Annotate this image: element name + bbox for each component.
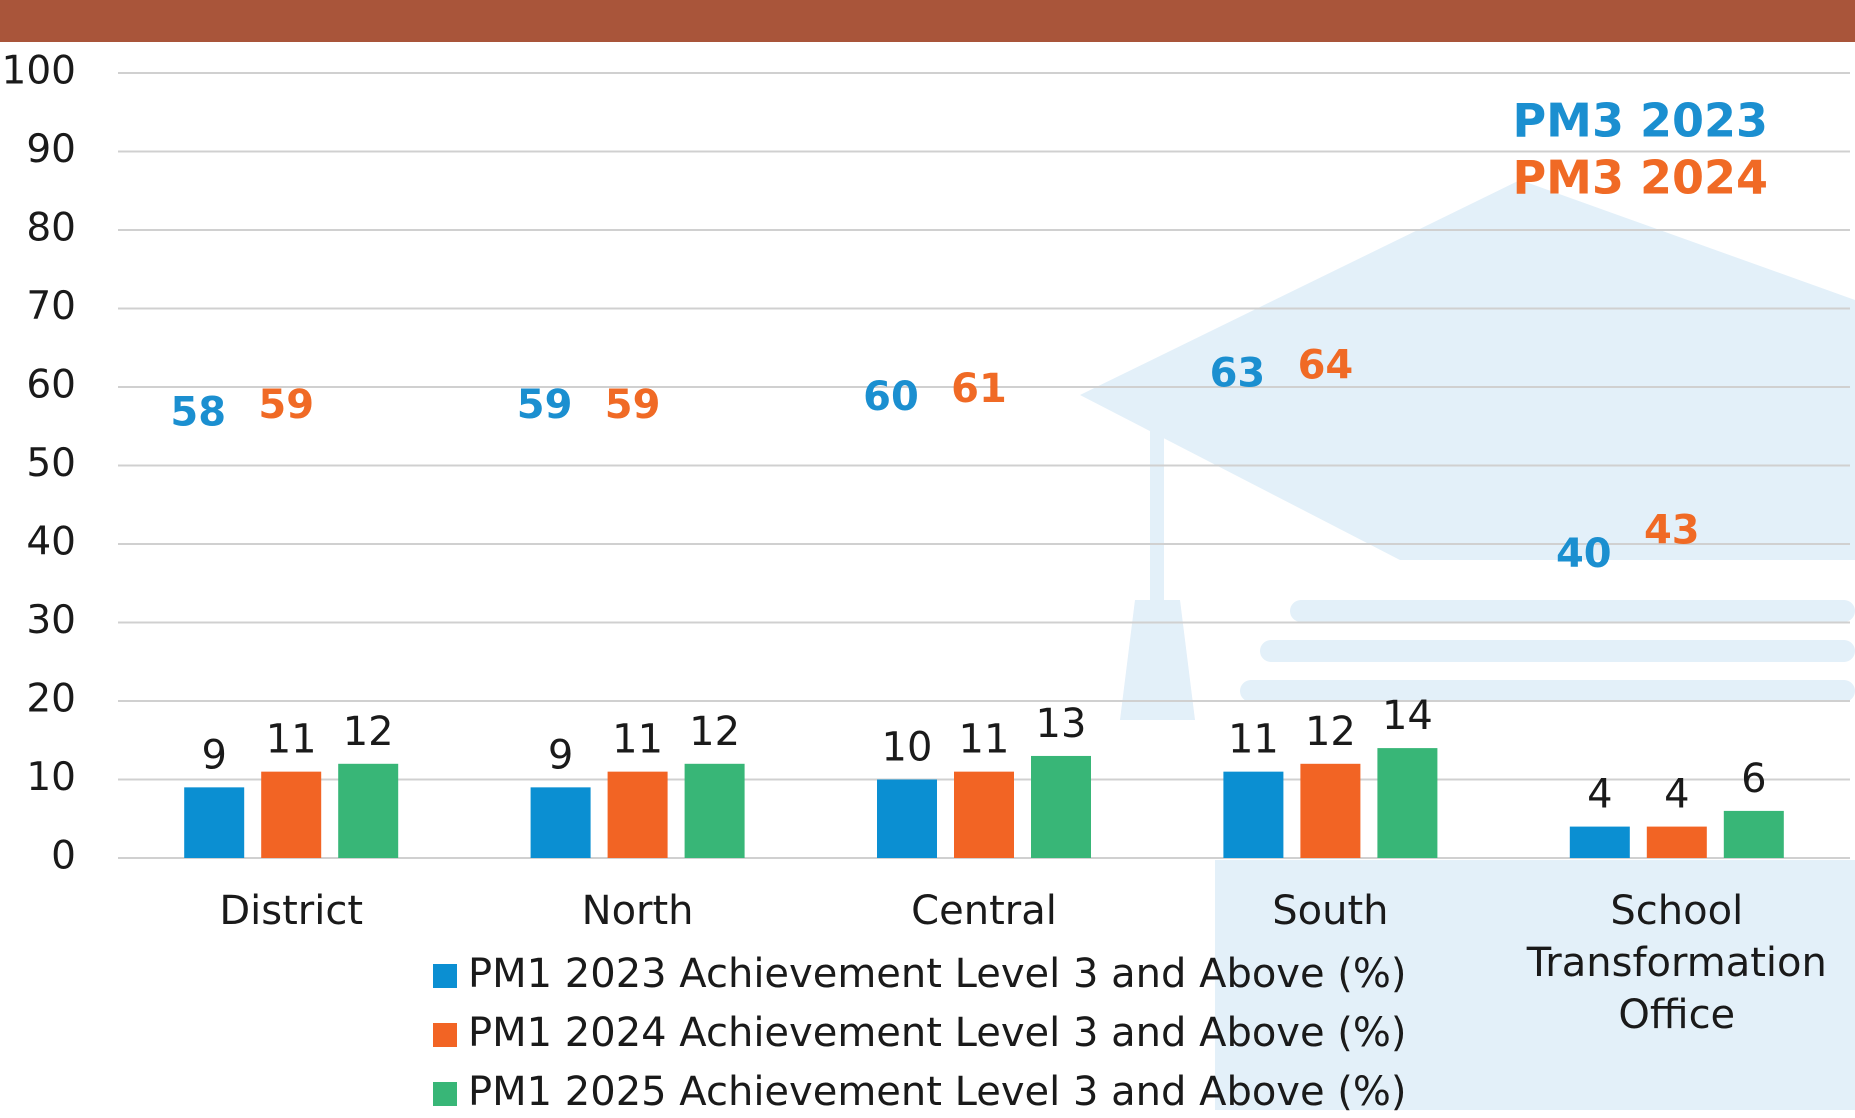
value-label: 11: [1228, 717, 1279, 763]
value-label: 6: [1741, 756, 1766, 802]
legend-swatch: [433, 1023, 457, 1047]
pm3-label: 59: [258, 382, 314, 428]
bar: [184, 787, 244, 858]
pm3-label: 59: [517, 382, 573, 428]
legend-label: PM1 2024 Achievement Level 3 and Above (…: [468, 1010, 1407, 1056]
bar: [1223, 772, 1283, 858]
pm3-label: 40: [1556, 531, 1612, 577]
value-label: 4: [1664, 772, 1689, 818]
value-label: 9: [548, 732, 573, 778]
value-label: 12: [1305, 709, 1356, 755]
bar: [877, 780, 937, 859]
x-tick-label: Central: [911, 888, 1057, 934]
bar: [531, 787, 591, 858]
value-label: 11: [266, 717, 317, 763]
y-tick-label: 10: [26, 755, 76, 800]
value-label: 10: [882, 725, 933, 771]
bar: [1377, 748, 1437, 858]
y-tick-label: 60: [26, 363, 76, 408]
bar: [1724, 811, 1784, 858]
value-label: 12: [343, 709, 394, 755]
marks: [184, 748, 1784, 858]
pm3-label: 43: [1644, 507, 1700, 553]
chart: 0 10 20 30 40 50 60 70 80 90 100 District 9 11 12 58 59 N…: [0, 0, 1855, 1118]
pm3-label: 58: [170, 390, 226, 436]
bar: [338, 764, 398, 858]
value-label: 14: [1382, 693, 1433, 739]
y-tick-label: 30: [26, 598, 76, 643]
y-tick-label: 0: [51, 834, 76, 879]
x-tick-label: District: [219, 888, 363, 934]
y-tick-label: 20: [26, 677, 76, 722]
y-tick-label: 50: [26, 441, 76, 486]
value-label: 13: [1036, 701, 1087, 747]
legend-label: PM1 2025 Achievement Level 3 and Above (…: [468, 1069, 1407, 1115]
legend-swatch: [433, 964, 457, 988]
bar: [1647, 827, 1707, 858]
bar: [1300, 764, 1360, 858]
bar: [261, 772, 321, 858]
annotation-legend: PM3 2024: [1512, 151, 1768, 205]
annotation-legend: PM3 2023: [1512, 94, 1768, 148]
value-label: 11: [959, 717, 1010, 763]
y-tick-label: 100: [2, 49, 76, 94]
y-tick-label: 40: [26, 520, 76, 565]
bar: [685, 764, 745, 858]
x-tick-label: South: [1272, 888, 1388, 934]
value-label: 4: [1587, 772, 1612, 818]
pm3-label: 64: [1298, 343, 1354, 389]
legend-label: PM1 2023 Achievement Level 3 and Above (…: [468, 951, 1407, 997]
legend-swatch: [433, 1082, 457, 1106]
header-band: [0, 0, 1855, 42]
x-tick-label: North: [582, 888, 694, 934]
value-label: 9: [201, 732, 226, 778]
y-tick-label: 80: [26, 206, 76, 251]
bar: [608, 772, 668, 858]
pm3-label: 61: [951, 366, 1007, 412]
y-tick-label: 90: [26, 127, 76, 172]
value-label: 11: [612, 717, 663, 763]
pm3-label: 63: [1210, 350, 1266, 396]
pm3-label: 59: [605, 382, 661, 428]
pm3-label: 60: [863, 374, 919, 420]
y-tick-label: 70: [26, 284, 76, 329]
bar: [1031, 756, 1091, 858]
bar: [1570, 827, 1630, 858]
value-label: 12: [689, 709, 740, 755]
bar: [954, 772, 1014, 858]
